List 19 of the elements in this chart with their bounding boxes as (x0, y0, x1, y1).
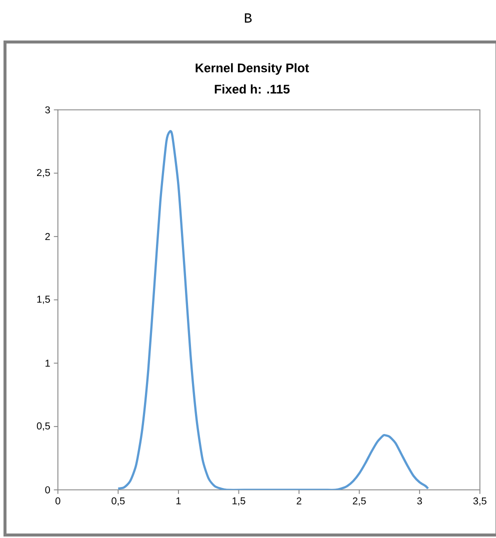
y-tick-label: 1 (46, 360, 50, 367)
x-tick-label: 1,5 (232, 497, 246, 506)
y-tick-label: 2,5 (37, 169, 50, 178)
x-tick-label: 3,5 (473, 497, 486, 506)
chart-title: Kernel Density Plot (196, 63, 309, 75)
text: B (244, 13, 252, 23)
x-tick-label: 2,5 (352, 497, 366, 506)
x-tick-label: 0 (55, 497, 60, 504)
line-series (117, 130, 430, 490)
x-tick-label: 3 (417, 497, 422, 504)
y-tick-label: 0 (45, 486, 50, 494)
y-tick-label: 3 (45, 106, 50, 114)
y-tick-label: 1,5 (37, 296, 50, 304)
y-tick-label: 2 (45, 233, 50, 240)
x-tick-label: 0,5 (112, 497, 125, 506)
x-tick-label: 2 (296, 497, 302, 504)
chart-subtitle: Fixed h: .115 (214, 84, 290, 94)
x-tick-label: 1 (176, 497, 181, 504)
y-tick-label: 0,5 (36, 422, 50, 431)
